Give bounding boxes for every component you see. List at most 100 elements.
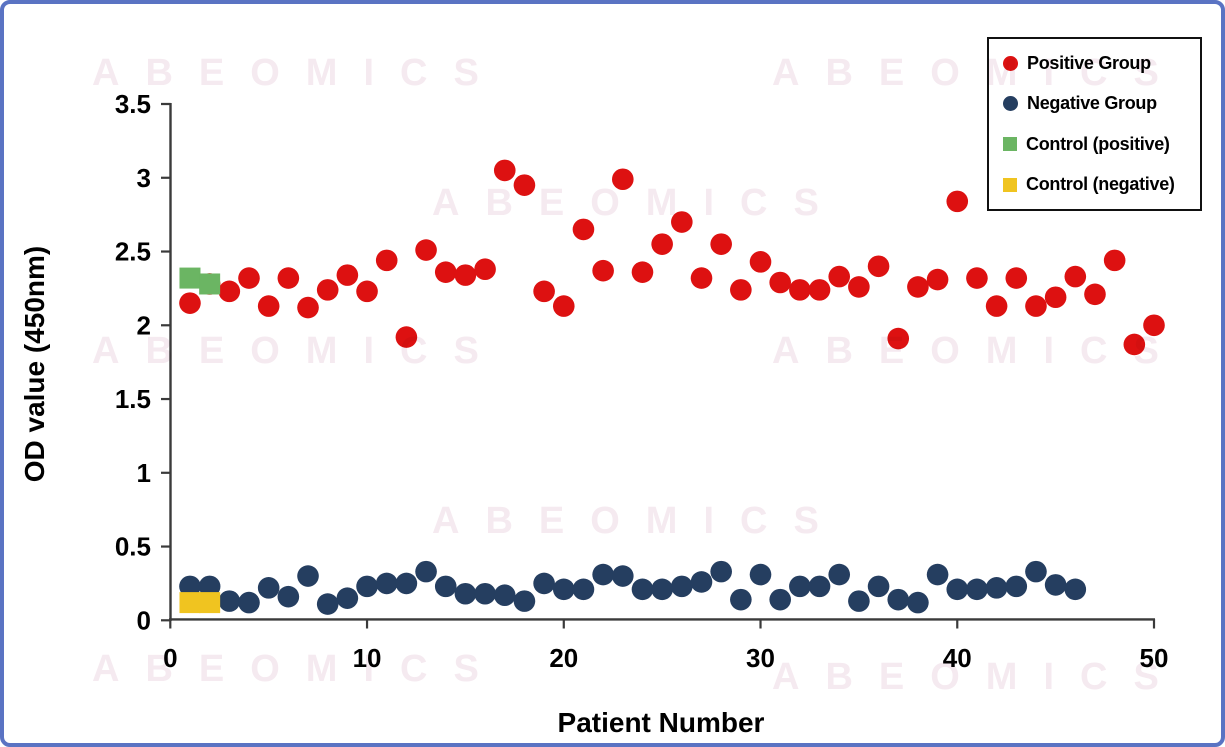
data-point-negative-group [179, 575, 201, 598]
data-point-positive-group [710, 233, 732, 255]
data-point-positive-group [887, 327, 910, 350]
y-tick-label: 2 [137, 310, 151, 340]
y-axis-title: OD value (450nm) [19, 246, 50, 483]
data-point-control-negative [179, 592, 201, 614]
data-point-control-positive [179, 267, 201, 289]
data-point-negative-group [1044, 574, 1067, 596]
data-point-positive-group [434, 261, 457, 283]
legend-marker-circle [1003, 55, 1018, 71]
data-point-positive-group [297, 296, 319, 319]
data-point-negative-group [257, 577, 280, 599]
data-point-control-positive [199, 273, 221, 295]
y-tick-label: 1 [137, 458, 151, 488]
data-point-positive-group [651, 233, 673, 255]
data-point-positive-group [1123, 333, 1146, 356]
data-point-positive-group [690, 267, 713, 289]
data-point-positive-group [749, 251, 772, 273]
data-point-positive-group [1005, 267, 1028, 289]
data-point-positive-group [1103, 249, 1126, 272]
data-point-negative-group [277, 585, 300, 608]
legend-item: Negative Group [1003, 93, 1196, 114]
data-point-negative-group [552, 578, 575, 601]
data-point-negative-group [1025, 560, 1047, 583]
data-point-negative-group [671, 575, 693, 598]
data-point-positive-group [572, 218, 595, 241]
data-point-negative-group [710, 560, 732, 583]
x-tick-label: 50 [1140, 643, 1169, 673]
data-point-positive-group [336, 264, 359, 286]
legend-marker-square [1003, 177, 1017, 192]
y-tick-label: 1.5 [115, 384, 151, 414]
data-point-positive-group [730, 279, 752, 301]
data-point-positive-group [592, 259, 614, 282]
data-point-negative-group [848, 590, 870, 612]
data-point-positive-group [395, 326, 418, 348]
data-point-negative-group [749, 563, 772, 586]
legend-label: Control (positive) [1026, 133, 1170, 154]
data-point-negative-group [985, 577, 1008, 599]
y-tick-label: 0 [137, 605, 151, 635]
data-point-negative-group [887, 588, 910, 611]
x-tick-label: 20 [549, 643, 578, 673]
data-point-negative-group [867, 575, 890, 598]
data-point-positive-group [769, 271, 791, 294]
data-point-positive-group [513, 174, 536, 196]
data-point-negative-group [946, 578, 969, 601]
y-tick-label: 3.5 [115, 89, 151, 119]
data-point-negative-group [336, 587, 359, 609]
data-point-positive-group [1025, 295, 1047, 317]
data-point-positive-group [946, 190, 969, 213]
x-axis-title: Patient Number [558, 707, 765, 738]
data-point-negative-group [690, 571, 713, 593]
data-point-positive-group [179, 292, 201, 314]
data-point-negative-group [434, 575, 457, 598]
data-point-negative-group [238, 591, 260, 614]
data-point-negative-group [356, 575, 378, 598]
axis-ticks: 0 0.5 1 1.5 2 2.5 3 3.5 0 10 20 30 40 50 [115, 89, 1169, 673]
data-point-positive-group [316, 279, 339, 301]
data-point-control-negative [199, 592, 221, 614]
data-point-negative-group [474, 582, 496, 605]
data-point-positive-group [1064, 265, 1087, 288]
data-point-negative-group [631, 578, 654, 601]
data-point-positive-group [415, 239, 437, 261]
data-point-negative-group [1064, 578, 1087, 601]
data-point-positive-group [356, 280, 378, 303]
data-point-positive-group [907, 276, 929, 298]
data-point-negative-group [375, 572, 398, 595]
legend-marker-square [1003, 137, 1017, 152]
y-tick-label: 3 [137, 163, 151, 193]
data-point-positive-group [552, 295, 575, 317]
data-point-positive-group [867, 255, 890, 278]
data-point-negative-group [592, 563, 614, 586]
data-point-negative-group [808, 575, 831, 598]
data-point-negative-group [415, 560, 437, 583]
data-point-positive-group [375, 249, 398, 272]
legend-label: Control (negative) [1026, 174, 1175, 195]
legend-marker-circle [1003, 96, 1018, 112]
legend-box: Positive Group Negative Group Control (pos… [987, 37, 1202, 211]
data-point-positive-group [474, 258, 496, 281]
data-point-positive-group [454, 264, 477, 286]
data-point-negative-group [651, 578, 673, 601]
x-tick-label: 30 [746, 643, 775, 673]
legend-item: Control (positive) [1003, 134, 1196, 155]
data-point-negative-group [612, 565, 634, 587]
legend-item: Positive Group [1003, 53, 1196, 74]
data-point-positive-group [612, 168, 634, 191]
data-point-negative-group [533, 572, 555, 595]
x-tick-label: 10 [353, 643, 382, 673]
data-point-positive-group [671, 211, 693, 233]
y-tick-label: 2.5 [115, 237, 151, 267]
data-point-positive-group [985, 295, 1008, 317]
data-point-negative-group [218, 590, 241, 612]
x-tick-label: 0 [163, 643, 177, 673]
data-point-negative-group [198, 575, 221, 598]
data-point-positive-group [257, 295, 280, 317]
data-point-positive-group [966, 267, 988, 289]
data-point-negative-group [316, 593, 339, 615]
data-point-positive-group [926, 268, 949, 291]
data-point-negative-group [907, 591, 929, 614]
data-point-positive-group [533, 280, 555, 303]
